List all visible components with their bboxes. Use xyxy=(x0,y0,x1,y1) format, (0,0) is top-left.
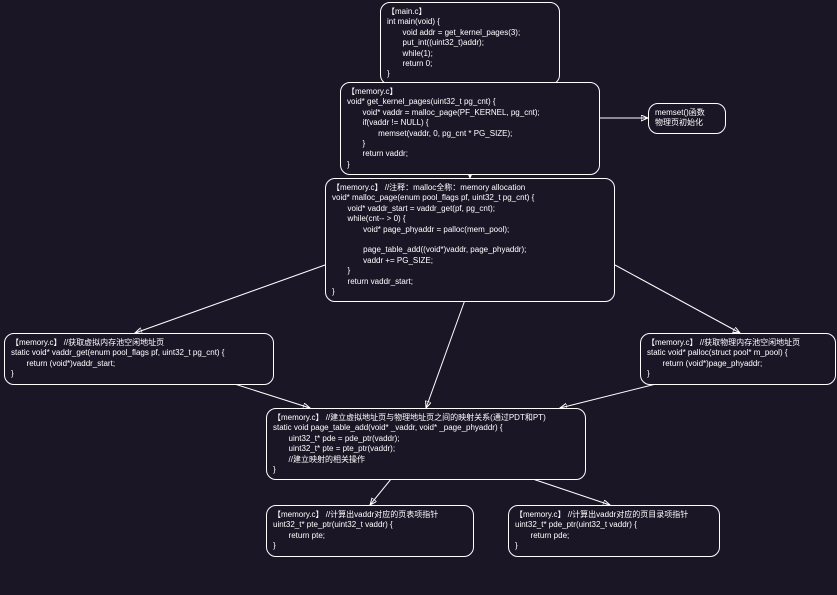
edge-malloc_page-to-page_table_add xyxy=(426,286,470,408)
node-pte_ptr: 【memory.c】 //计算出vaddr对应的页表项指针 uint32_t* … xyxy=(266,505,474,557)
node-page_table_add: 【memory.c】 //建立虚拟地址页与物理地址页之间的映射关系(通过PDT和… xyxy=(266,408,586,480)
node-get_kernel_pages: 【memory.c】 void* get_kernel_pages(uint32… xyxy=(340,82,600,175)
node-malloc_page: 【memory.c】 //注释：malloc全称：memory allocati… xyxy=(325,178,615,302)
node-vaddr_get: 【memory.c】 //获取虚拟内存池空闲地址页 static void* v… xyxy=(4,333,274,385)
edge-malloc_page-to-palloc xyxy=(615,265,740,333)
node-memset: memset()函数 物理页初始化 xyxy=(648,103,726,134)
node-pde_ptr: 【memory.c】 //计算出vaddr对应的页目录项指针 uint32_t*… xyxy=(508,505,720,557)
node-palloc: 【memory.c】 //获取物理内存池空闲地址页 static void* p… xyxy=(640,333,836,385)
edge-malloc_page-to-vaddr_get xyxy=(135,265,325,333)
node-main: 【main.c】 int main(void) { void addr = ge… xyxy=(380,2,560,85)
